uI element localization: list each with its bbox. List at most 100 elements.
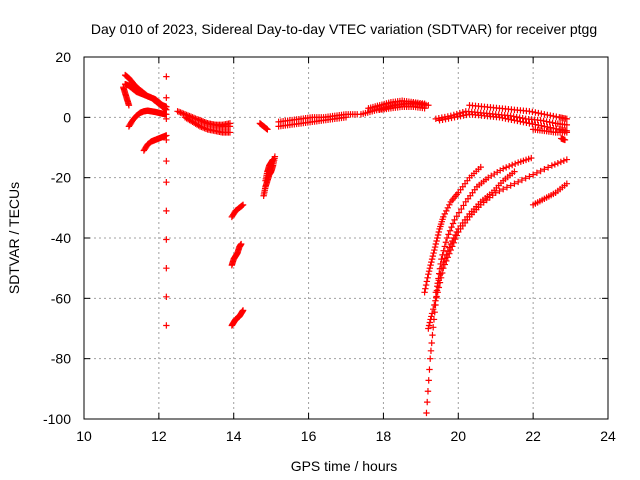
data-point: [195, 116, 202, 123]
data-point: [421, 289, 428, 296]
data-point: [503, 184, 511, 191]
data-point: [554, 159, 562, 167]
data-point: [431, 246, 438, 254]
data-point: [458, 205, 465, 213]
data-point: [508, 161, 516, 169]
data-point: [163, 293, 170, 301]
data-point: [435, 277, 443, 284]
series-arc-3: [120, 83, 133, 109]
data-point: [435, 284, 443, 291]
data-point: [163, 264, 170, 272]
data-point: [163, 136, 170, 144]
data-point: [432, 240, 440, 248]
data-point: [514, 117, 521, 125]
data-point: [163, 115, 170, 123]
data-point: [426, 264, 434, 272]
data-point: [453, 228, 460, 236]
x-tick-label: 16: [301, 428, 317, 444]
data-point: [516, 114, 523, 121]
x-axis-label: GPS time / hours: [291, 458, 398, 474]
data-point: [239, 201, 247, 209]
data-point: [519, 115, 526, 122]
data-point: [563, 129, 571, 136]
data-point: [432, 297, 439, 304]
data-point: [435, 228, 443, 236]
data-point: [436, 117, 443, 124]
series-arc-29: [432, 168, 518, 296]
data-point: [450, 234, 457, 242]
series-arc-27: [425, 156, 571, 332]
data-point: [455, 209, 463, 216]
series-arc-17: [275, 111, 361, 126]
data-point: [434, 231, 442, 239]
data-point: [425, 325, 432, 332]
data-point: [563, 115, 571, 123]
data-point: [423, 409, 430, 417]
data-point: [514, 178, 522, 186]
y-tick-label: 20: [55, 49, 71, 65]
series-arc-23: [466, 102, 571, 123]
data-point: [433, 237, 440, 245]
data-point: [441, 255, 449, 262]
x-tick-label: 24: [600, 428, 616, 444]
series-arc-26: [423, 154, 535, 417]
series-arc-19: [365, 97, 428, 112]
data-point: [532, 109, 539, 116]
data-points: [120, 71, 571, 417]
data-point: [535, 121, 542, 129]
series-arc-8: [181, 114, 234, 136]
data-point: [547, 112, 554, 119]
series-arc-25: [558, 135, 569, 144]
series-arc-28: [421, 163, 484, 296]
series-arc-22: [436, 111, 571, 135]
series-arc-5: [140, 132, 170, 154]
series-arc-20: [376, 103, 428, 113]
data-point: [163, 73, 170, 80]
data-point: [460, 112, 467, 119]
data-point: [430, 324, 437, 331]
data-point: [198, 117, 205, 125]
data-point: [421, 105, 428, 112]
y-tick-label: -20: [51, 170, 71, 186]
series-arc-4: [125, 107, 170, 130]
series-arc-6: [163, 73, 170, 329]
data-point: [199, 124, 207, 131]
data-point: [452, 231, 459, 239]
data-point: [445, 231, 452, 238]
data-point: [563, 156, 571, 163]
data-point: [428, 258, 435, 266]
data-point: [560, 157, 568, 164]
data-point: [425, 102, 432, 109]
data-point: [526, 108, 533, 115]
data-point: [425, 322, 433, 329]
data-point: [163, 207, 170, 215]
data-point: [546, 118, 553, 126]
series-arc-30: [529, 180, 571, 209]
data-point: [513, 113, 520, 121]
x-tick-label: 20: [450, 428, 466, 444]
data-point: [431, 243, 439, 251]
data-point: [428, 310, 436, 317]
data-point: [540, 117, 547, 125]
x-tick-label: 18: [376, 428, 392, 444]
data-point: [180, 110, 187, 117]
data-point: [511, 117, 518, 124]
data-point: [226, 129, 234, 136]
data-point: [422, 281, 430, 289]
data-point: [537, 167, 544, 175]
data-point: [430, 249, 437, 257]
data-point: [425, 377, 432, 384]
data-point: [456, 109, 463, 117]
data-point: [427, 355, 434, 362]
series-arc-10: [228, 201, 247, 221]
data-point: [239, 202, 246, 209]
data-point: [428, 255, 436, 263]
data-point: [448, 223, 455, 231]
data-point: [544, 111, 551, 119]
data-point: [547, 124, 554, 131]
data-point: [500, 185, 507, 193]
data-point: [446, 201, 453, 209]
data-point: [431, 301, 438, 309]
data-point: [444, 248, 452, 255]
data-point: [238, 202, 245, 210]
